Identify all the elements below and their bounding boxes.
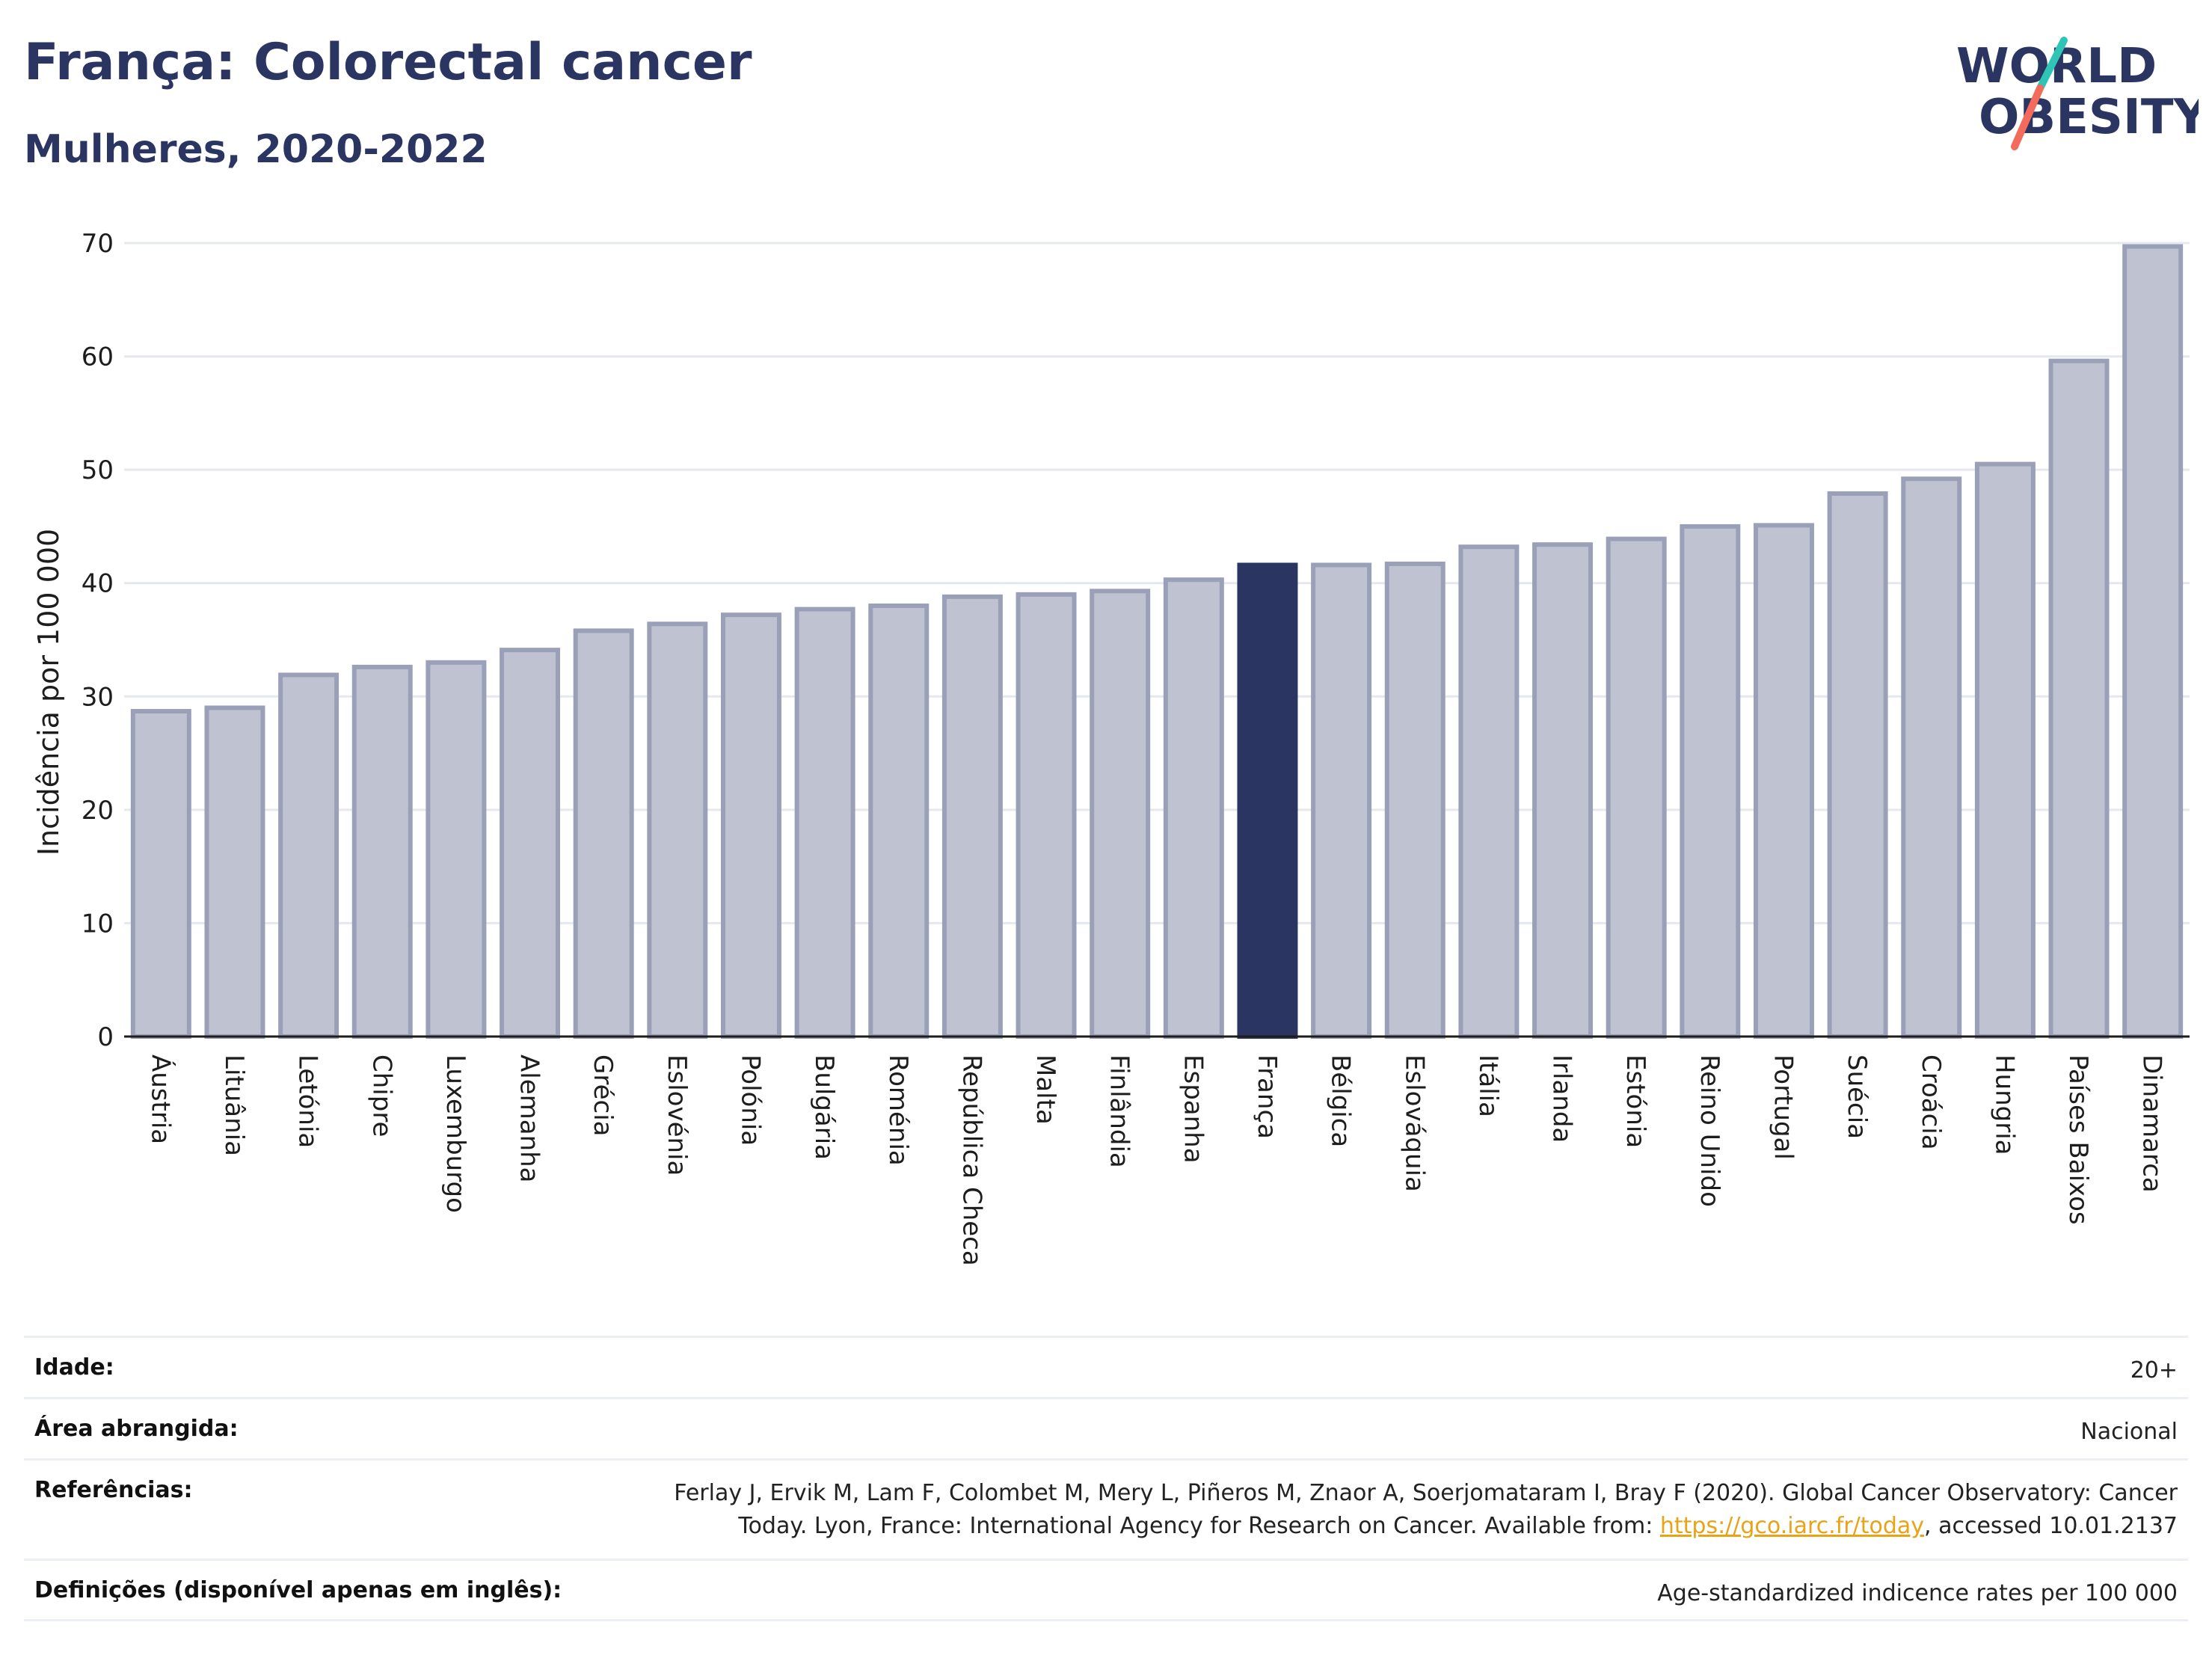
bar-eslovénia: [647, 621, 708, 1039]
references-line2-post: , accessed 10.01.2137: [1924, 1513, 2178, 1539]
bar-grécia: [573, 628, 634, 1039]
bar-luxemburgo: [425, 660, 487, 1039]
references-link[interactable]: https://gco.iarc.fr/today: [1659, 1513, 1925, 1539]
references-line2-pre: Today. Lyon, France: International Agenc…: [738, 1513, 1660, 1539]
bar-reino-unido: [1680, 523, 1741, 1039]
bar-malta: [1016, 592, 1077, 1039]
x-tick-label: Malta: [1030, 1054, 1060, 1125]
bar-portugal: [1753, 523, 1814, 1039]
bar-itália: [1458, 544, 1520, 1039]
y-tick-label: 70: [82, 229, 114, 259]
y-tick-label: 50: [82, 455, 114, 485]
y-tick-label: 20: [82, 796, 114, 826]
x-tick-label: Bélgica: [1326, 1054, 1356, 1147]
bar-república-checa: [941, 594, 1003, 1039]
chart-subtitle: Mulheres, 2020-2022: [24, 127, 488, 172]
x-tick-label: Alemanha: [514, 1054, 544, 1183]
bar-estónia: [1606, 536, 1667, 1039]
x-tick-label: Grécia: [588, 1054, 618, 1136]
x-tick-label: Espanha: [1178, 1054, 1208, 1164]
chart-title: França: Colorectal cancer: [24, 33, 752, 92]
bar-lituânia: [204, 705, 265, 1039]
bar-bulgária: [794, 607, 855, 1039]
bar-chipre: [351, 664, 413, 1039]
y-axis-label: Incidência por 100 000: [32, 529, 65, 856]
y-tick-label: 10: [82, 909, 114, 939]
bar-finlândia: [1090, 589, 1151, 1039]
bar-frança: [1237, 562, 1298, 1039]
meta-row-references: Referências: Ferlay J, Ervik M, Lam F, C…: [24, 1458, 2188, 1559]
world-obesity-logo: WORLD OBESITY: [1956, 37, 2199, 150]
references-value: Ferlay J, Ervik M, Lam F, Colombet M, Me…: [674, 1477, 2178, 1543]
logo-slash-bottom: [2011, 85, 2044, 150]
bar-hungria: [1974, 461, 2036, 1039]
x-axis-labels: Áustria Lituânia Letónia Chipre Luxemburgo Al…: [145, 1054, 2166, 1266]
y-tick-label: 40: [82, 569, 114, 599]
bar-roménia: [868, 604, 930, 1039]
x-tick-label: Bulgária: [809, 1054, 839, 1160]
y-tick-label: 30: [82, 682, 114, 712]
references-label: Referências:: [34, 1477, 193, 1503]
x-tick-label: Suécia: [1842, 1054, 1872, 1139]
x-tick-label: Irlanda: [1547, 1054, 1577, 1143]
x-tick-label: Eslovénia: [662, 1054, 692, 1176]
x-tick-label: Áustria: [145, 1054, 176, 1144]
metadata-table: Idade: 20+ Área abrangida: Nacional Refe…: [24, 1336, 2188, 1621]
y-tick-label: 60: [82, 343, 114, 372]
x-tick-label: Polónia: [735, 1054, 765, 1146]
logo-slash-top: [2036, 37, 2068, 92]
bar-alemanha: [500, 648, 561, 1039]
bar-dinamarca: [2122, 244, 2184, 1040]
x-tick-label: Letónia: [293, 1054, 323, 1148]
bars: [130, 244, 2184, 1040]
x-tick-label: Países Baixos: [2063, 1054, 2093, 1225]
bar-suécia: [1827, 491, 1888, 1039]
bar-irlanda: [1532, 542, 1594, 1039]
area-value: Nacional: [2080, 1419, 2178, 1445]
age-value: 20+: [2130, 1357, 2178, 1384]
x-tick-label: Croácia: [1916, 1054, 1946, 1150]
bar-áustria: [130, 708, 191, 1039]
x-tick-label: Reino Unido: [1695, 1054, 1724, 1207]
area-label: Área abrangida:: [34, 1416, 239, 1442]
x-tick-label: Chipre: [366, 1054, 396, 1137]
y-axis-ticks: 0 10 20 30 40 50 60 70: [82, 229, 114, 1052]
x-tick-label: Portugal: [1768, 1054, 1798, 1160]
bar-eslováquia: [1384, 561, 1446, 1039]
bar-polónia: [720, 612, 781, 1039]
bar-croácia: [1901, 476, 1962, 1039]
x-tick-label: Luxemburgo: [440, 1054, 470, 1213]
x-tick-label: Roménia: [883, 1054, 913, 1166]
meta-row-area: Área abrangida: Nacional: [24, 1397, 2188, 1458]
bar-espanha: [1163, 577, 1224, 1039]
age-label: Idade:: [34, 1354, 114, 1381]
meta-row-definitions: Definições (disponível apenas em inglês)…: [24, 1559, 2188, 1621]
x-tick-label: França: [1252, 1054, 1282, 1139]
x-tick-label: República Checa: [956, 1054, 986, 1266]
definitions-label: Definições (disponível apenas em inglês)…: [34, 1577, 562, 1603]
x-tick-label: Eslováquia: [1399, 1054, 1429, 1192]
bar-bélgica: [1311, 562, 1372, 1039]
bar-chart: 0 10 20 30 40 50 60 70 Áustria Lituânia Letónia Ch…: [32, 229, 2190, 1266]
y-tick-label: 0: [97, 1022, 114, 1052]
x-tick-label: Estónia: [1620, 1054, 1650, 1148]
bar-letónia: [278, 672, 340, 1039]
meta-row-age: Idade: 20+: [24, 1336, 2188, 1397]
x-tick-label: Hungria: [1989, 1054, 2019, 1155]
definitions-value: Age-standardized indicence rates per 100…: [1657, 1580, 2178, 1606]
x-tick-label: Finlândia: [1105, 1054, 1134, 1168]
x-tick-label: Lituânia: [219, 1054, 249, 1156]
x-tick-label: Itália: [1473, 1054, 1503, 1117]
references-line1: Ferlay J, Ervik M, Lam F, Colombet M, Me…: [674, 1480, 2178, 1506]
bar-países-baixos: [2048, 358, 2110, 1039]
x-tick-label: Dinamarca: [2137, 1054, 2167, 1193]
